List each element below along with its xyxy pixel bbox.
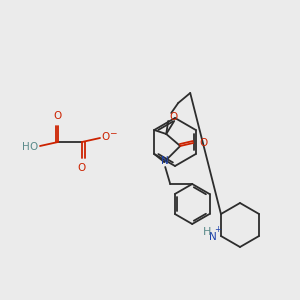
Text: O: O (78, 163, 86, 173)
Text: O: O (30, 142, 38, 152)
Text: −: − (109, 128, 117, 137)
Text: O: O (54, 111, 62, 121)
Text: H: H (203, 227, 211, 237)
Text: O: O (102, 132, 110, 142)
Text: O: O (169, 112, 177, 122)
Text: O: O (199, 138, 208, 148)
Text: H: H (22, 142, 30, 152)
Text: +: + (214, 226, 221, 235)
Text: N: N (161, 156, 169, 166)
Text: N: N (209, 232, 217, 242)
